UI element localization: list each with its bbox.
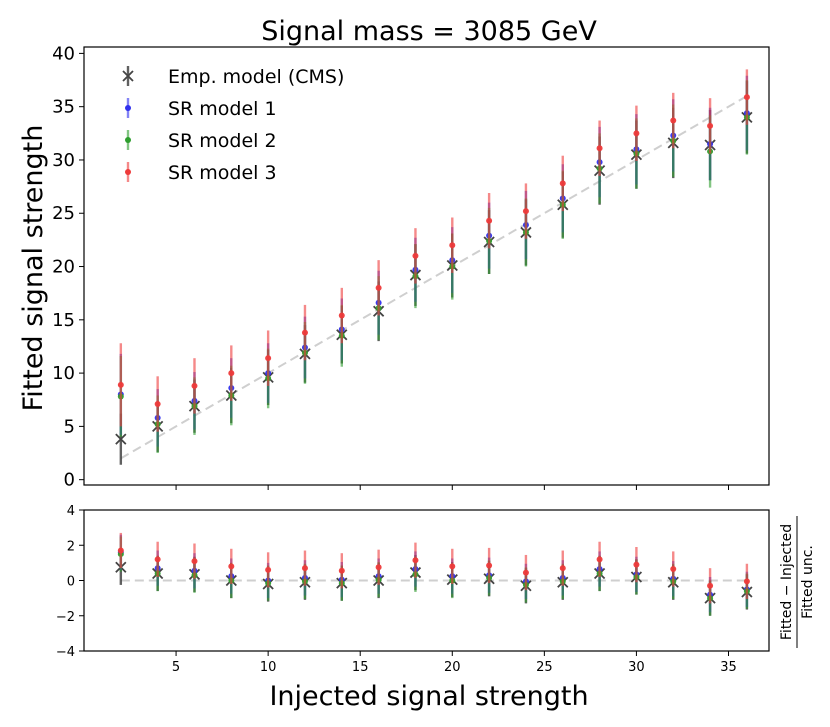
data-point bbox=[301, 329, 308, 336]
data-point bbox=[115, 433, 127, 445]
data-point bbox=[707, 582, 714, 589]
data-point bbox=[743, 94, 750, 101]
data-point bbox=[486, 562, 493, 569]
legend-marker bbox=[122, 70, 134, 82]
legend-label: SR model 3 bbox=[168, 162, 277, 184]
y-tick-label: 2 bbox=[67, 539, 75, 554]
data-point bbox=[596, 145, 603, 152]
data-point bbox=[670, 566, 677, 573]
y-tick-label: 0 bbox=[67, 575, 75, 590]
x-tick-label: 20 bbox=[444, 660, 461, 675]
data-point bbox=[154, 556, 161, 563]
plot-frame bbox=[83, 509, 770, 652]
data-point bbox=[412, 252, 419, 259]
x-tick-label: 15 bbox=[352, 660, 369, 675]
series-sr-model-1 bbox=[117, 534, 750, 613]
data-point bbox=[486, 217, 493, 224]
data-point bbox=[154, 401, 161, 408]
x-tick-label: 25 bbox=[536, 660, 553, 675]
y-axis-label-bottom-denominator: Fitted unc. bbox=[800, 545, 816, 619]
data-point bbox=[449, 242, 456, 249]
x-tick-label: 30 bbox=[628, 660, 645, 675]
data-point bbox=[596, 556, 603, 563]
y-axis-label-bottom-numerator: Fitted − Injected bbox=[779, 524, 795, 640]
data-point bbox=[265, 566, 272, 573]
data-point bbox=[117, 381, 124, 388]
legend-label: SR model 2 bbox=[168, 130, 277, 152]
x-tick-label: 10 bbox=[260, 660, 277, 675]
data-point bbox=[375, 564, 382, 571]
data-point bbox=[522, 569, 529, 576]
y-tick-label: 35 bbox=[52, 97, 75, 118]
data-point bbox=[670, 117, 677, 124]
data-point bbox=[522, 208, 529, 215]
series-sr-model-3 bbox=[117, 532, 750, 604]
data-point bbox=[559, 565, 566, 572]
x-tick-label: 35 bbox=[720, 660, 737, 675]
y-axis-label-top: Fitted signal strength bbox=[18, 125, 49, 412]
data-point bbox=[375, 284, 382, 291]
legend-marker bbox=[125, 105, 131, 111]
main-panel: 0 5 10 15 20 25 30 35 40 bbox=[52, 43, 770, 491]
y-tick-label: 15 bbox=[52, 310, 75, 331]
chart-title: Signal mass = 3085 GeV bbox=[261, 16, 597, 47]
plot-frame bbox=[83, 46, 770, 486]
data-point bbox=[412, 557, 419, 564]
legend: Emp. model (CMS) SR model 1 SR model 2 SR m… bbox=[122, 66, 344, 184]
data-point bbox=[743, 578, 750, 585]
y-tick-label: 10 bbox=[52, 363, 75, 384]
data-point bbox=[633, 561, 640, 568]
y-tick-label: −4 bbox=[56, 645, 75, 660]
reference-line bbox=[120, 95, 748, 460]
y-tick-label: 0 bbox=[64, 470, 75, 491]
legend-marker bbox=[125, 169, 131, 175]
data-point bbox=[265, 355, 272, 362]
data-point bbox=[707, 122, 714, 129]
data-point bbox=[338, 312, 345, 319]
y-tick-label: 20 bbox=[52, 257, 75, 278]
series-sr-model-3 bbox=[117, 69, 750, 432]
series-emp-model bbox=[115, 549, 753, 616]
data-point bbox=[301, 565, 308, 572]
data-point bbox=[191, 382, 198, 389]
ratio-panel: 5 10 15 20 25 30 35 −4 −2 0 2 4 bbox=[56, 504, 770, 675]
y-tick-label: −2 bbox=[56, 610, 75, 625]
y-tick-label: 5 bbox=[64, 416, 75, 437]
x-axis-label: Injected signal strength bbox=[269, 681, 588, 712]
y-tick-label: 40 bbox=[52, 43, 75, 64]
series-sr-model-2 bbox=[117, 536, 750, 616]
legend-label: Emp. model (CMS) bbox=[168, 66, 344, 88]
data-point bbox=[117, 547, 124, 554]
data-point bbox=[449, 563, 456, 570]
y-tick-label: 4 bbox=[67, 504, 75, 519]
data-point bbox=[191, 558, 198, 565]
y-tick-label: 25 bbox=[52, 203, 75, 224]
x-tick-label: 5 bbox=[172, 660, 180, 675]
data-point bbox=[228, 563, 235, 570]
legend-marker bbox=[125, 137, 131, 143]
data-point bbox=[338, 567, 345, 574]
data-point bbox=[633, 130, 640, 137]
y-axis-label-bottom: Fitted − Injected Fitted unc. bbox=[779, 516, 816, 648]
data-point bbox=[228, 370, 235, 377]
y-tick-label: 30 bbox=[52, 150, 75, 171]
data-point bbox=[559, 180, 566, 187]
legend-label: SR model 1 bbox=[168, 98, 277, 120]
